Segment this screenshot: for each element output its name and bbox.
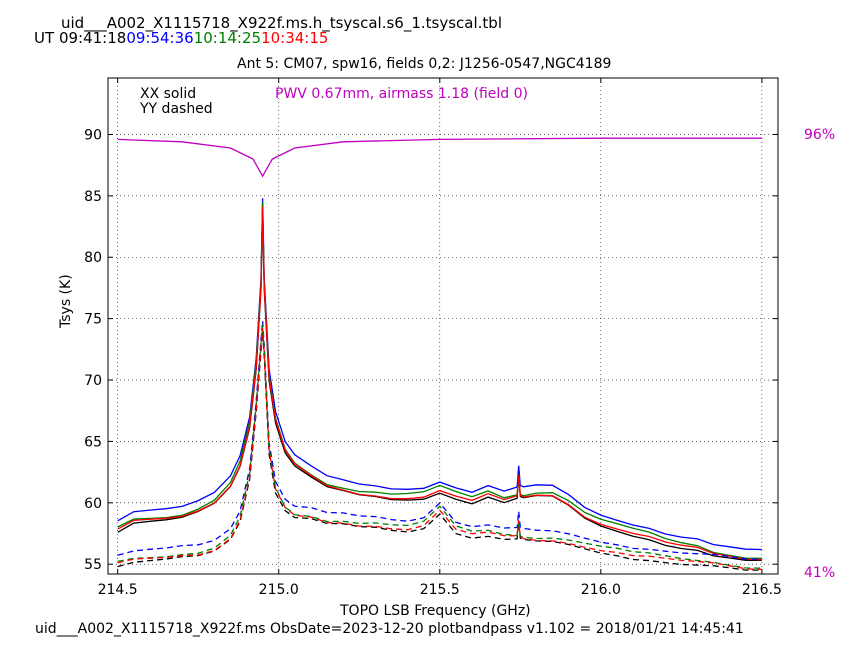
series-line-6 [117,324,762,569]
x-tick-label: 214.5 [98,582,138,598]
atm-transmission-line [117,137,762,178]
right-axis-bottom-label: 41% [804,565,835,581]
x-tick-label: 216.0 [581,582,621,598]
chart-title: uid___A002_X1115718_X922f.ms.h_tsyscal.s… [61,14,502,32]
ut-prefix: UT [34,29,55,47]
footer-info: uid___A002_X1115718_X922f.ms ObsDate=202… [35,621,744,637]
series-line-1 [117,198,762,551]
ut-time-3: 10:34:15 [261,29,329,47]
x-tick-label: 216.5 [742,582,782,598]
x-tick-label: 215.0 [259,582,299,598]
ut-time-2: 10:14:25 [193,29,262,47]
y-tick-label: 80 [84,250,102,266]
series-line-2 [117,201,762,559]
x-tick-label: 215.5 [420,582,460,598]
plot-frame [107,77,779,575]
chart-subtitle: Ant 5: CM07, spw16, fields 0,2: J1256-05… [237,56,612,72]
series-line-5 [117,320,762,560]
y-tick-label: 75 [84,312,102,328]
right-axis-top-label: 96% [804,127,835,143]
ut-time-legend: UT 09:41:1809:54:3610:14:2510:34:15 [34,29,328,47]
legend-yy: YY dashed [139,101,213,117]
y-tick-label: 85 [84,189,102,205]
ut-times: 09:41:1809:54:3610:14:2510:34:15 [59,29,329,47]
legend-xx: XX solid [140,86,196,102]
y-tick-label: 60 [84,496,102,512]
y-tick-label: 55 [84,557,102,573]
x-axis-label: TOPO LSB Frequency (GHz) [340,603,531,619]
y-tick-label: 90 [84,127,102,143]
y-tick-label: 65 [84,434,102,450]
series-line-7 [117,328,762,571]
ut-time-0: 09:41:18 [58,29,127,47]
series-line-3 [117,206,762,561]
y-axis-label: Tsys (K) [58,274,74,328]
ut-time-1: 09:54:36 [126,29,194,47]
pwv-annotation: PWV 0.67mm, airmass 1.18 (field 0) [275,86,528,102]
y-tick-label: 70 [84,373,102,389]
